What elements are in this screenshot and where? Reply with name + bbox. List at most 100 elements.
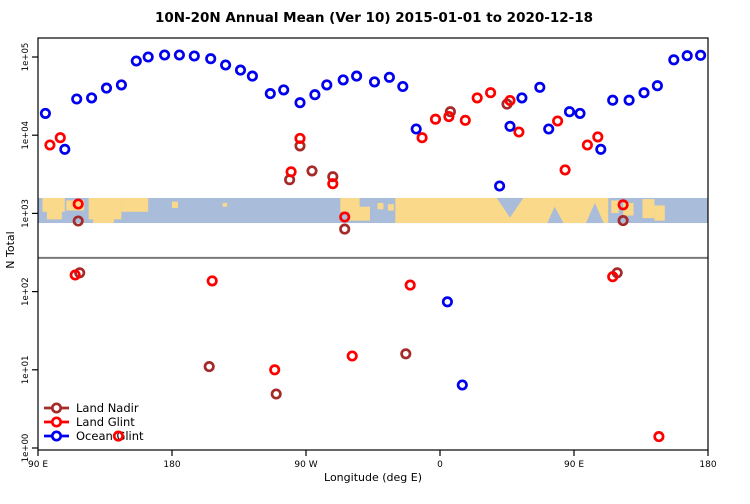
data-point-land-glint [339,211,351,223]
data-point-land-nadir [203,361,215,373]
data-point-ocean-glint [410,123,422,135]
x-tick-label: 90 E [28,460,48,470]
data-point-ocean-glint [516,92,528,104]
data-point-ocean-glint [130,55,142,67]
data-point-ocean-glint [668,54,680,66]
data-point-ocean-glint [59,143,71,155]
data-point-land-glint [653,431,665,443]
data-point-ocean-glint [504,120,516,132]
map-land [654,205,665,221]
map-land [642,199,655,219]
data-point-land-glint [346,350,358,362]
data-point-ocean-glint [115,79,127,91]
data-point-ocean-glint [294,97,306,109]
x-tick-label: 180 [163,460,180,470]
map-land [387,204,394,211]
data-point-land-nadir [617,215,629,227]
map-ocean-notch [547,206,564,224]
data-points [39,49,707,443]
legend-label: Ocean Glint [76,429,144,443]
data-point-ocean-glint [623,94,635,106]
y-tick-label: 1e+02 [21,277,31,306]
data-point-ocean-glint [681,50,693,62]
data-point-land-glint [54,132,66,144]
map-land [222,202,228,207]
data-point-land-glint [206,275,218,287]
data-point-ocean-glint [595,143,607,155]
world-map-band [38,197,708,224]
data-point-ocean-glint [71,93,83,105]
data-point-ocean-glint [543,123,555,135]
data-point-ocean-glint [574,107,586,119]
data-point-ocean-glint [383,71,395,83]
data-point-ocean-glint [220,59,232,71]
data-point-land-glint [69,269,81,281]
data-point-ocean-glint [100,82,113,94]
y-tick-label: 1e+03 [21,199,31,228]
data-point-land-nadir [306,165,318,177]
data-point-ocean-glint [563,106,576,118]
data-point-ocean-glint [86,92,98,104]
map-land [611,200,619,214]
map-land [121,197,149,212]
data-point-ocean-glint [39,107,51,119]
axes: 90 E 180 90 W 0 90 E 180 1e+00 1e+01 1e+02 1e+03 1… [21,37,717,470]
x-tick-label: 90 E [564,460,584,470]
map-ocean-notch [496,197,524,218]
data-point-land-glint [581,139,593,151]
data-point-land-glint [294,132,306,144]
y-tick-label: 1e+00 [21,434,31,463]
data-point-land-glint [404,279,416,291]
map-land [349,206,371,221]
data-point-ocean-glint [494,180,506,192]
map-land [377,202,384,210]
map-land [623,202,634,216]
data-point-land-glint [416,132,428,144]
data-point-land-glint [504,94,516,107]
x-tick-label: 180 [699,460,716,470]
data-point-land-glint [72,198,84,210]
y-axis-label: N Total [4,231,17,268]
data-point-land-glint [269,364,281,376]
data-point-ocean-glint [456,379,468,391]
map-land [46,210,62,220]
plot-box [37,37,709,451]
data-point-ocean-glint [695,49,707,61]
data-point-land-glint [471,92,483,104]
y-tick-label: 1e+01 [21,356,31,385]
legend-marker [50,402,63,414]
data-point-land-nadir [72,215,84,227]
data-point-land-nadir [339,223,351,235]
map-land [93,218,114,224]
data-point-ocean-glint [638,87,650,99]
data-point-ocean-glint [321,79,333,91]
data-point-land-glint [429,113,442,125]
data-point-land-nadir [327,171,339,183]
data-point-ocean-glint [142,51,154,63]
data-point-land-glint [459,114,471,126]
data-point-land-glint [513,126,525,138]
map-ocean-notch [585,202,604,224]
data-point-ocean-glint [188,50,200,62]
data-point-ocean-glint [234,64,247,76]
data-point-land-glint [559,164,571,176]
x-tick-label: 0 [437,460,443,470]
data-point-land-glint [44,139,56,151]
data-point-ocean-glint [397,80,409,93]
data-point-land-glint [327,178,339,190]
legend-label: Land Glint [76,415,135,429]
data-point-ocean-glint [651,80,663,92]
data-point-land-glint [617,199,629,211]
data-point-ocean-glint [368,76,381,88]
data-point-land-glint [112,430,124,442]
x-axis-label: Longitude (deg E) [324,471,422,484]
data-point-land-nadir [400,348,412,360]
data-point-land-glint [285,166,297,178]
data-point-ocean-glint [173,49,185,61]
data-point-land-glint [485,87,497,99]
data-point-land-glint [607,271,619,283]
data-point-ocean-glint [205,53,217,65]
